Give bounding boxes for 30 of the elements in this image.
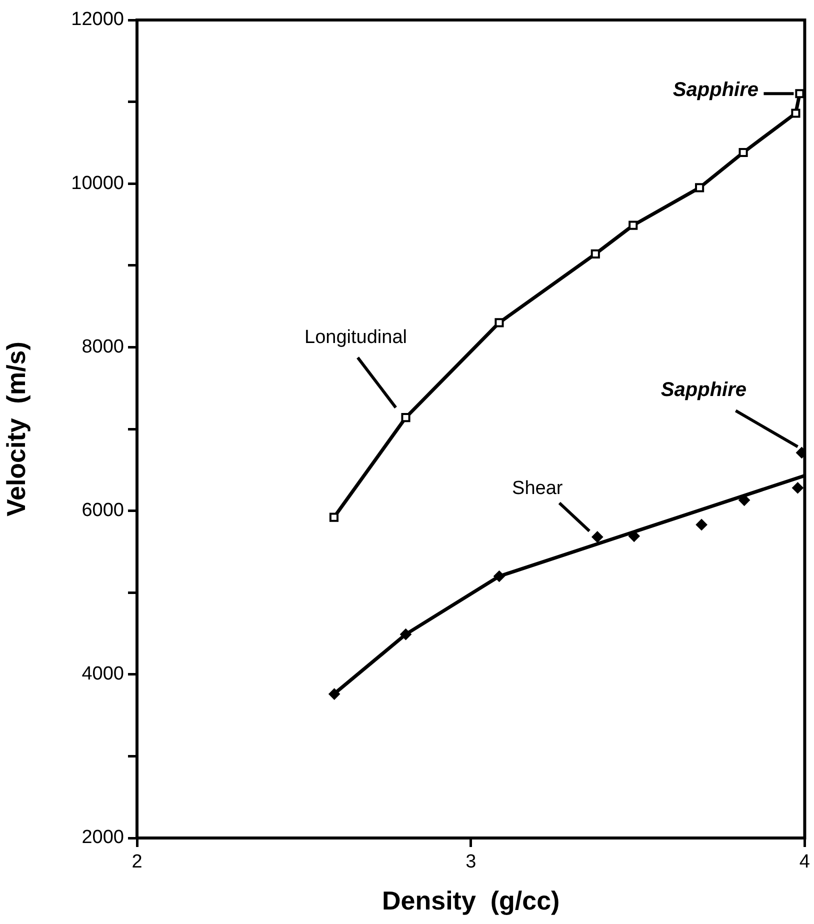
point — [628, 220, 638, 230]
point — [400, 628, 412, 640]
y-tick-label: 12000 — [71, 9, 124, 30]
x-tick-label: 4 — [799, 852, 810, 873]
point — [590, 249, 600, 258]
y-tick-label: 2000 — [82, 827, 124, 848]
x-tick-label: 3 — [466, 852, 476, 873]
point — [792, 482, 804, 494]
annotation: Sapphire — [660, 379, 746, 402]
point — [592, 531, 603, 542]
x-axis-title: Density (g/cc) — [382, 886, 560, 916]
point — [695, 183, 704, 192]
y-tick-label: 4000 — [82, 664, 124, 685]
annotation: Sapphire — [672, 79, 758, 102]
text: Shear — [512, 478, 564, 500]
y-tick-label: 10000 — [71, 172, 124, 194]
text: Longitudinal — [304, 326, 407, 348]
y-axis-title: Velocity (m/s) — [0, 342, 31, 516]
point — [795, 89, 804, 98]
point — [328, 688, 340, 700]
x-tick-label: 2 — [132, 852, 142, 873]
y-tick-label: 6000 — [82, 500, 124, 522]
point — [401, 413, 410, 422]
point — [494, 318, 504, 328]
point — [494, 570, 505, 582]
point — [791, 108, 800, 118]
y-tick-label: 8000 — [82, 336, 124, 358]
point — [738, 148, 748, 158]
point — [329, 512, 339, 522]
point — [696, 519, 708, 530]
